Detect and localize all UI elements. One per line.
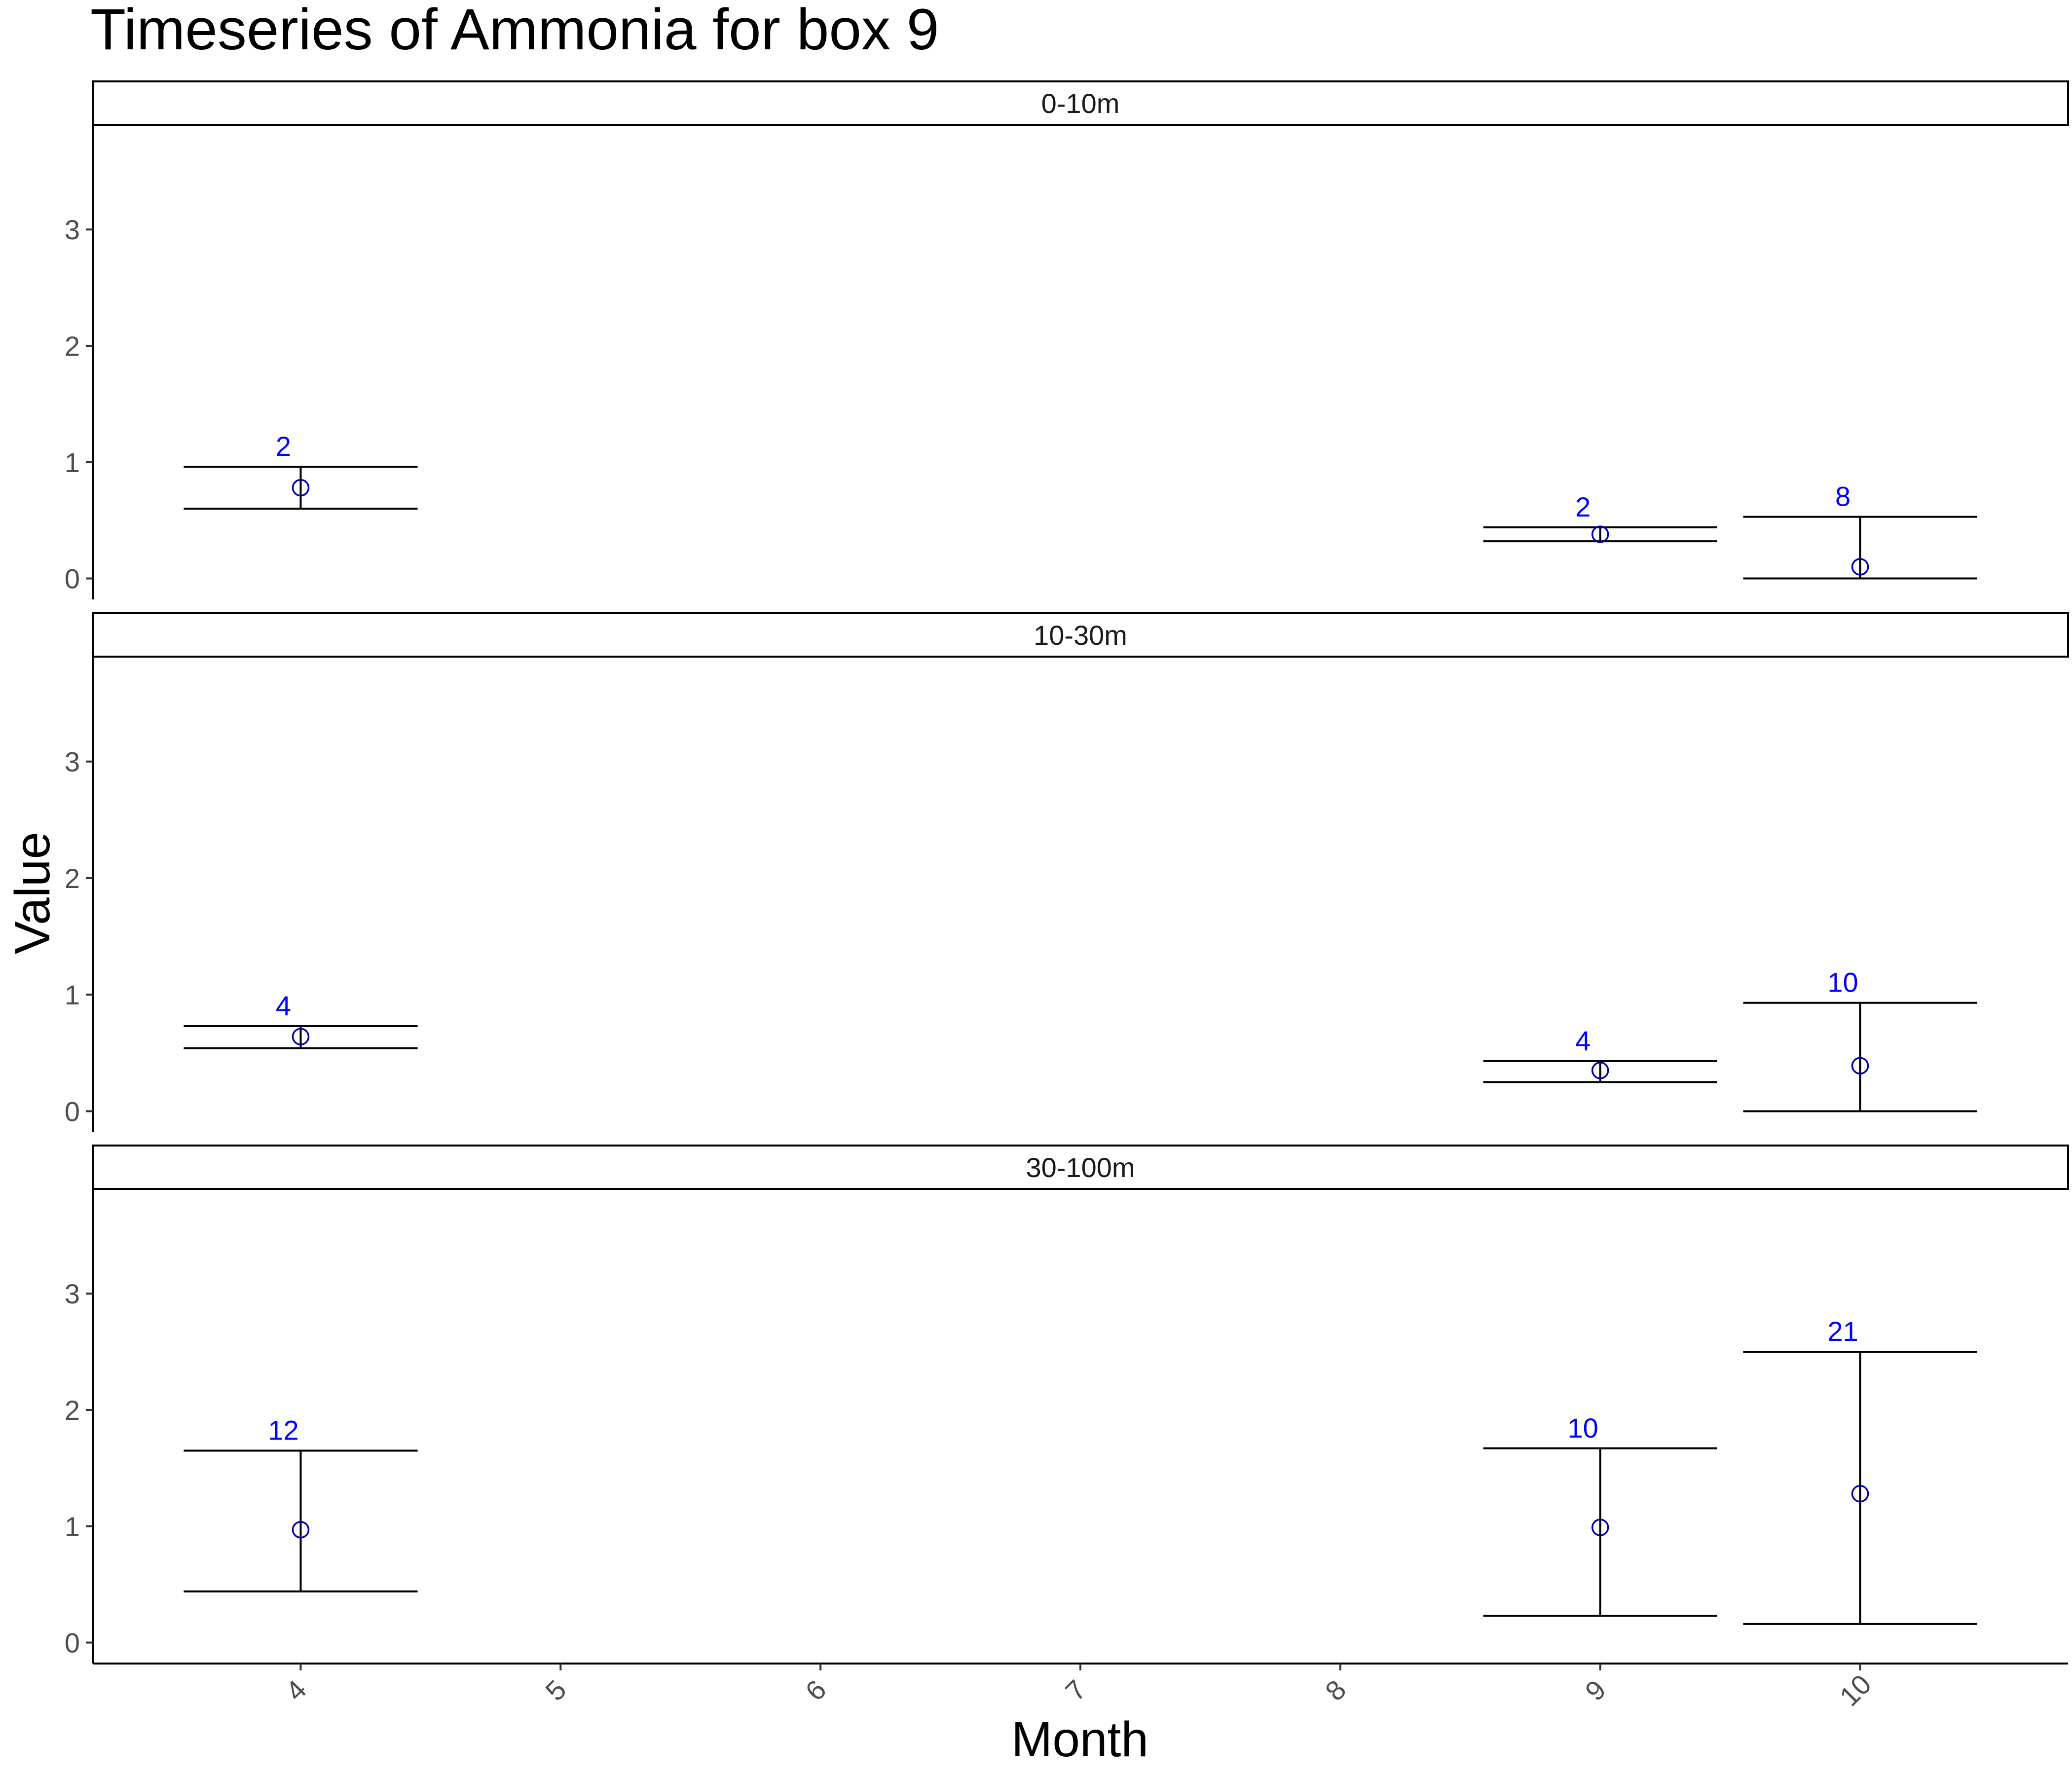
count-label: 10 (1827, 967, 1858, 998)
count-label: 10 (1568, 1412, 1598, 1443)
facet-strip-label: 0-10m (1041, 88, 1120, 119)
y-tick-label: 1 (65, 447, 80, 478)
x-tick-label: 7 (1059, 1674, 1092, 1707)
x-axis-title: Month (1011, 1712, 1148, 1767)
data-point (1591, 525, 1609, 543)
y-tick-label: 3 (65, 746, 80, 777)
count-label: 21 (1827, 1316, 1858, 1347)
y-tick-label: 1 (65, 1511, 80, 1542)
data-point (1851, 1057, 1869, 1075)
data-point (1591, 1518, 1609, 1536)
facet-strip-label: 30-100m (1026, 1152, 1135, 1183)
facet-strip (92, 80, 2069, 126)
facet-strip (92, 612, 2069, 658)
count-label: 12 (268, 1415, 298, 1446)
data-point (292, 479, 310, 497)
data-point (1851, 1485, 1869, 1503)
y-tick-label: 2 (65, 863, 80, 894)
y-tick-label: 0 (65, 563, 80, 594)
x-tick-label: 4 (279, 1674, 312, 1707)
facet-panel: 10-30m 0 1 2 3 4 4 10 (65, 612, 2069, 1132)
count-label: 4 (276, 990, 291, 1021)
data-point (292, 1028, 310, 1046)
x-tick-label: 5 (539, 1674, 572, 1707)
y-tick-label: 3 (65, 214, 80, 245)
count-label: 2 (276, 431, 291, 462)
y-tick-label: 2 (65, 331, 80, 362)
count-label: 4 (1575, 1025, 1591, 1056)
facet-strip-label: 10-30m (1034, 620, 1127, 651)
y-tick-label: 0 (65, 1628, 80, 1659)
y-tick-label: 0 (65, 1096, 80, 1127)
x-tick-label: 6 (799, 1674, 832, 1707)
chart-title: Timeseries of Ammonia for box 9 (90, 0, 939, 62)
x-tick-label: 9 (1579, 1674, 1612, 1707)
y-tick-label: 2 (65, 1395, 80, 1426)
facet-panel: 0-10m 0 1 2 3 2 2 8 (65, 80, 2069, 599)
x-tick-label: 10 (1833, 1668, 1877, 1712)
x-tick-label: 8 (1319, 1674, 1352, 1707)
data-point (292, 1521, 310, 1539)
data-point (1851, 558, 1869, 576)
facet-strip (92, 1145, 2069, 1190)
count-label: 2 (1575, 491, 1591, 522)
y-axis-title: Value (5, 832, 60, 954)
x-axis: 4 5 6 7 8 9 10 (93, 1663, 2068, 1712)
y-tick-label: 3 (65, 1278, 80, 1309)
count-label: 8 (1835, 481, 1850, 512)
data-point (1591, 1062, 1609, 1079)
y-tick-label: 1 (65, 979, 80, 1010)
